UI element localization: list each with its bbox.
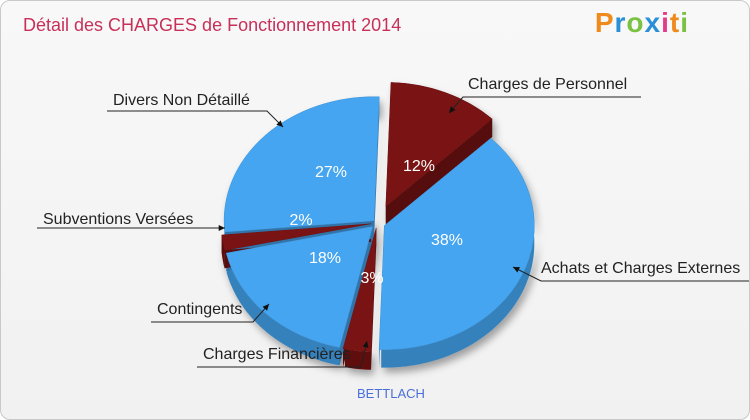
leader-line-5: [107, 110, 284, 128]
slice-percent-2: 3%: [360, 270, 383, 287]
slice-label-2: Charges Financières: [203, 346, 351, 363]
slice-label-3: Contingents: [157, 301, 242, 318]
pie-slice-0: [385, 82, 493, 207]
commune-name: BETTLACH: [357, 386, 425, 401]
pie-slice-5: [223, 96, 380, 233]
pie-slice-1: [378, 137, 535, 350]
leader-line-2: [197, 340, 368, 368]
slice-percent-4: 2%: [289, 212, 312, 229]
pie-slice-3: [225, 226, 374, 348]
slice-percent-3: 18%: [309, 250, 341, 267]
proxiti-logo: Proxiti: [594, 7, 689, 38]
slice-side-3: [226, 254, 340, 366]
slice-side-2: [345, 349, 371, 370]
slice-label-4: Subventions Versées: [43, 211, 193, 228]
leader-arrow-1: [513, 267, 520, 273]
slice-side-1: [381, 138, 535, 368]
pie-tops: [221, 82, 535, 353]
leader-arrow-2: [362, 341, 369, 348]
pie-slice-4: [221, 223, 372, 251]
pie-slice-2: [342, 227, 377, 353]
chart-title: Détail des CHARGES de Fonctionnement 201…: [23, 15, 402, 35]
slice-percent-1: 38%: [431, 232, 463, 249]
leader-arrow-3: [262, 304, 269, 311]
slice-label-1: Achats et Charges Externes: [541, 260, 740, 277]
slice-wall-0-1: [385, 118, 493, 225]
slice-label-0: Charges de Personnel: [468, 76, 627, 93]
leader-line-0: [448, 96, 641, 114]
leader-arrow-0: [449, 106, 456, 113]
slice-percent-5: 27%: [315, 164, 347, 181]
slice-percent-0: 12%: [403, 158, 435, 175]
slice-label-5: Divers Non Détaillé: [113, 92, 250, 109]
leader-arrow-4: [218, 224, 225, 232]
leader-arrow-5: [276, 120, 283, 127]
leader-line-1: [512, 266, 749, 282]
leader-line-3: [151, 303, 270, 323]
